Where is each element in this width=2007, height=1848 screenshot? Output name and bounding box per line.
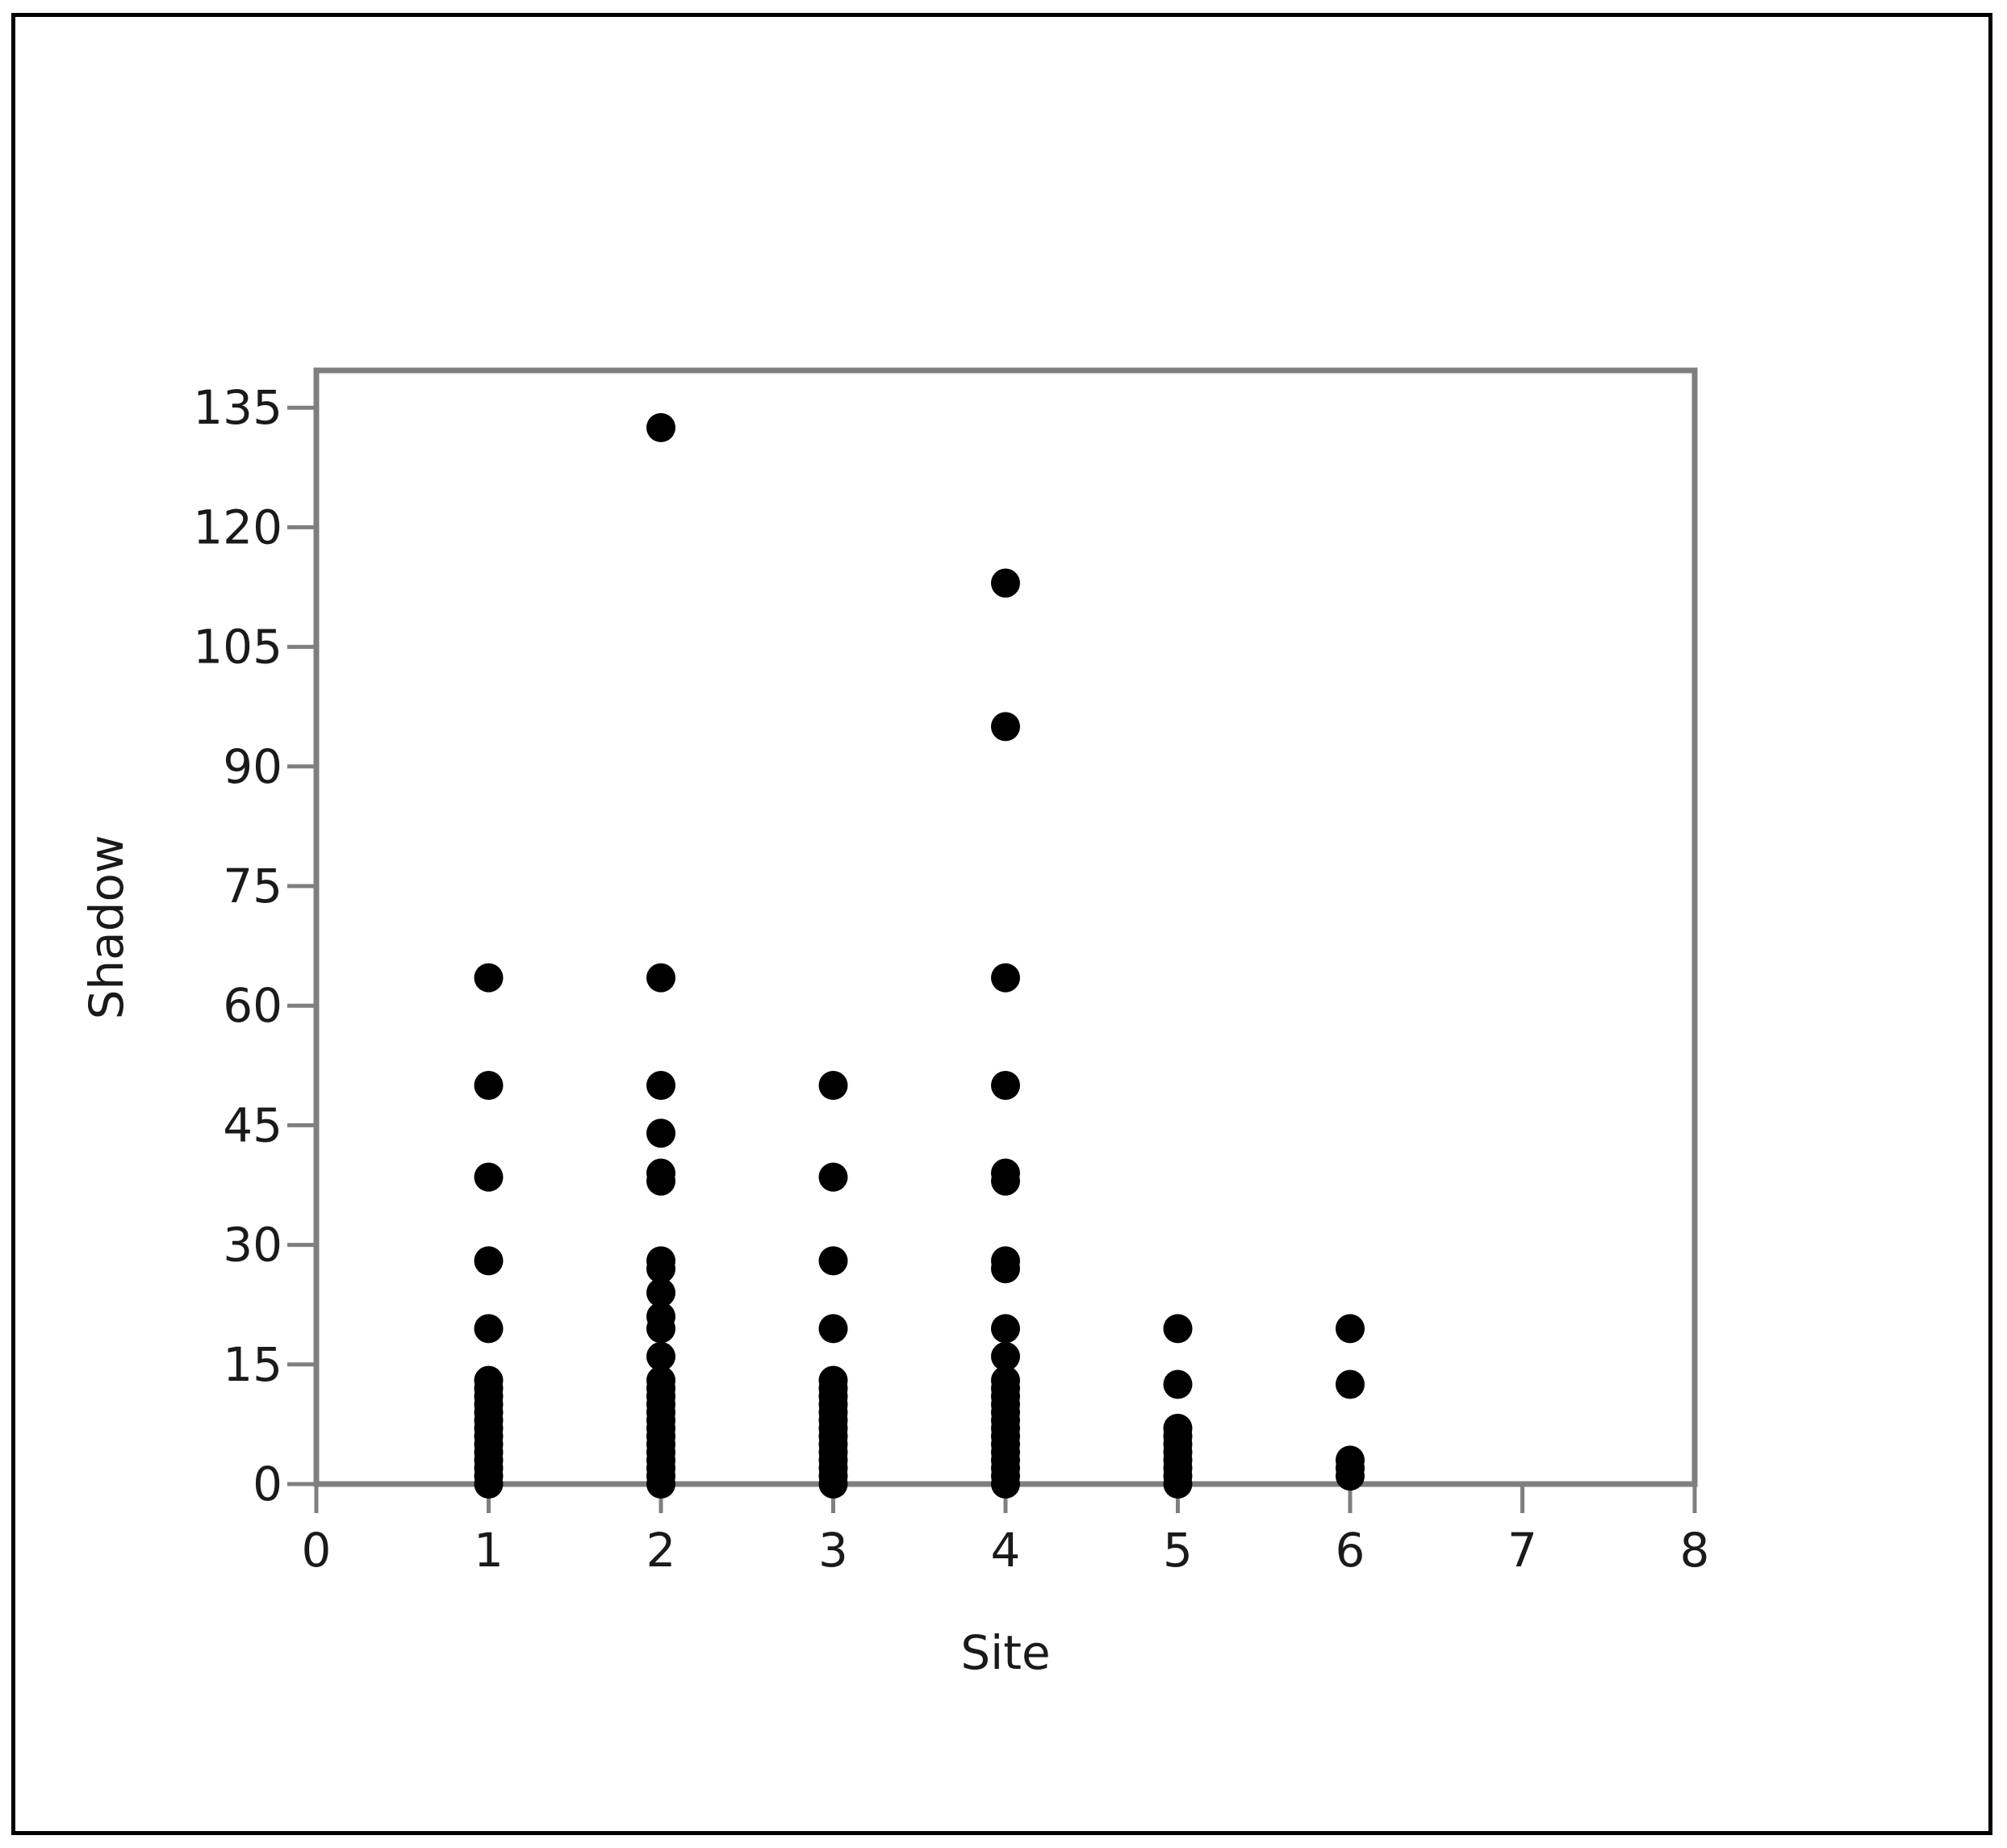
data-point	[1163, 1314, 1193, 1344]
data-point	[991, 1071, 1020, 1100]
data-point	[1336, 1314, 1365, 1344]
data-point	[1336, 1369, 1365, 1399]
data-point	[991, 963, 1020, 993]
figure-frame	[11, 13, 1992, 1835]
x-tick-label: 5	[1163, 1523, 1193, 1578]
data-point	[474, 1314, 504, 1344]
data-point	[474, 1162, 504, 1192]
y-tick-label: 90	[223, 739, 282, 794]
x-tick-label: 7	[1507, 1523, 1537, 1578]
y-tick-label: 105	[193, 620, 282, 675]
y-tick-label: 75	[223, 859, 282, 914]
x-tick-label: 2	[646, 1523, 676, 1578]
x-tick-label: 4	[991, 1523, 1021, 1578]
y-tick-label: 0	[253, 1457, 282, 1511]
data-point	[646, 412, 675, 442]
data-point	[646, 963, 675, 993]
data-point	[818, 1162, 848, 1192]
data-point	[646, 1341, 675, 1371]
data-point	[1163, 1413, 1193, 1443]
data-point	[818, 1365, 848, 1395]
x-tick-label: 3	[818, 1523, 848, 1578]
data-points	[474, 412, 1365, 1499]
data-point	[818, 1314, 848, 1344]
x-tick-label: 8	[1680, 1523, 1710, 1578]
data-point	[1163, 1369, 1193, 1399]
data-point	[474, 1246, 504, 1276]
data-point	[646, 1365, 675, 1395]
y-tick-label: 120	[193, 500, 282, 554]
data-point	[991, 1314, 1020, 1344]
data-point	[474, 963, 504, 993]
x-tick-label: 1	[474, 1523, 504, 1578]
data-point	[991, 712, 1020, 742]
y-tick-label: 60	[223, 978, 282, 1033]
data-point	[646, 1118, 675, 1148]
data-point	[474, 1365, 504, 1395]
data-point	[474, 1071, 504, 1100]
x-tick-label: 6	[1336, 1523, 1365, 1578]
data-point	[991, 1246, 1020, 1276]
data-point	[646, 1246, 675, 1276]
y-tick-label: 135	[193, 380, 282, 435]
x-tick-label: 0	[302, 1523, 332, 1578]
data-point	[818, 1071, 848, 1100]
data-point	[1336, 1445, 1365, 1475]
data-point	[991, 1341, 1020, 1371]
y-tick-label: 30	[223, 1218, 282, 1273]
data-point	[818, 1246, 848, 1276]
data-point	[646, 1158, 675, 1188]
y-axis-title: Shadow	[79, 835, 134, 1020]
y-axis-ticks: 0 15 30 45 60 75 90 105 120 135	[193, 380, 316, 1511]
data-point	[646, 1277, 675, 1307]
y-tick-label: 15	[223, 1337, 282, 1392]
data-point	[991, 1158, 1020, 1188]
data-point	[646, 1302, 675, 1332]
data-point	[991, 1365, 1020, 1395]
data-point	[646, 1071, 675, 1100]
y-tick-label: 45	[223, 1098, 282, 1152]
x-axis-title: Site	[960, 1625, 1050, 1680]
data-point	[991, 568, 1020, 598]
